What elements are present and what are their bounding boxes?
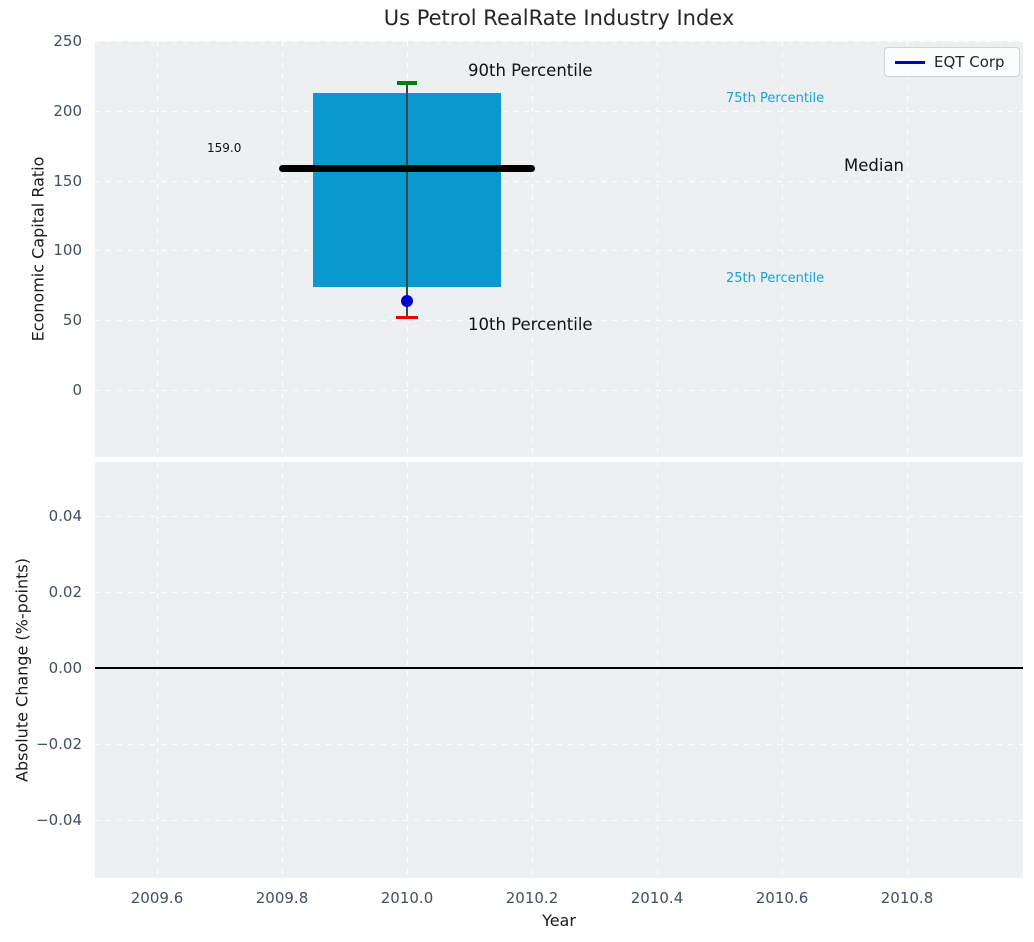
gridline-horizontal [95,516,1023,517]
zero-line [95,667,1023,669]
gridline-horizontal [95,592,1023,593]
x-tick-label: 2010.0 [380,889,434,907]
gridline-vertical [532,462,533,878]
gridline-horizontal [95,180,1023,182]
legend-label: EQT Corp [934,53,1005,71]
gridline-horizontal [95,41,1023,42]
median-value-label: 159.0 [207,141,242,155]
median-line [279,164,535,172]
top-y-tick-label: 250 [53,32,82,50]
gridline-horizontal [95,820,1023,821]
chart-title: Us Petrol RealRate Industry Index [383,6,735,30]
gridline-horizontal [95,744,1023,745]
gridline-horizontal [95,320,1023,322]
annotation-10th-percentile: 10th Percentile [468,315,593,334]
top-y-tick-label: 200 [53,101,82,120]
gridline-vertical [907,41,908,457]
legend: EQT Corp [884,47,1020,77]
gridline-vertical [782,41,783,457]
gridline-vertical [282,462,283,878]
x-tick-label: 2009.8 [255,889,309,907]
x-tick-label: 2010.4 [630,889,684,907]
whisker-line [406,82,408,318]
x-tick-label: 2009.6 [130,889,184,907]
bottom-y-tick-label: −0.02 [36,735,82,753]
gridline-vertical [157,41,158,457]
bottom-y-tick-label: 0.04 [48,507,82,525]
bottom-y-tick-label: 0.02 [48,583,82,601]
x-tick-label: 2010.2 [505,889,559,907]
legend-line-sample [895,60,925,64]
gridline-vertical [282,41,283,457]
gridline-vertical [532,41,533,457]
gridline-vertical [657,41,658,457]
gridline-vertical [407,462,408,878]
x-tick-label: 2010.8 [880,889,934,907]
top-y-tick-label: 100 [53,241,82,260]
gridline-horizontal [95,250,1023,252]
gridline-vertical [157,462,158,878]
gridline-vertical [907,462,908,878]
bottom-plot-area [95,462,1023,878]
top-y-tick-label: 50 [62,311,82,330]
x-axis-label: Year [542,911,576,930]
annotation-median: Median [844,156,905,175]
bottom-y-tick-label: −0.04 [36,811,82,829]
gridline-horizontal [95,390,1023,391]
90th-percentile-cap [397,81,417,85]
10th-percentile-cap [396,315,418,320]
eqt-corp-marker [401,294,413,307]
annotation-75th-percentile: 75th Percentile [726,91,825,106]
gridline-horizontal [95,110,1023,112]
bottom-y-tick-label: 0.00 [48,659,82,677]
top-plot-area: 159.0 90th Percentile 10th Percentile 75… [95,41,1023,457]
annotation-90th-percentile: 90th Percentile [468,61,593,80]
top-y-tick-label: 150 [53,171,82,190]
top-y-tick-label: 0 [72,381,82,399]
annotation-25th-percentile: 25th Percentile [726,271,825,286]
x-tick-label: 2010.6 [755,889,809,907]
gridline-vertical [657,462,658,878]
gridline-vertical [782,462,783,878]
